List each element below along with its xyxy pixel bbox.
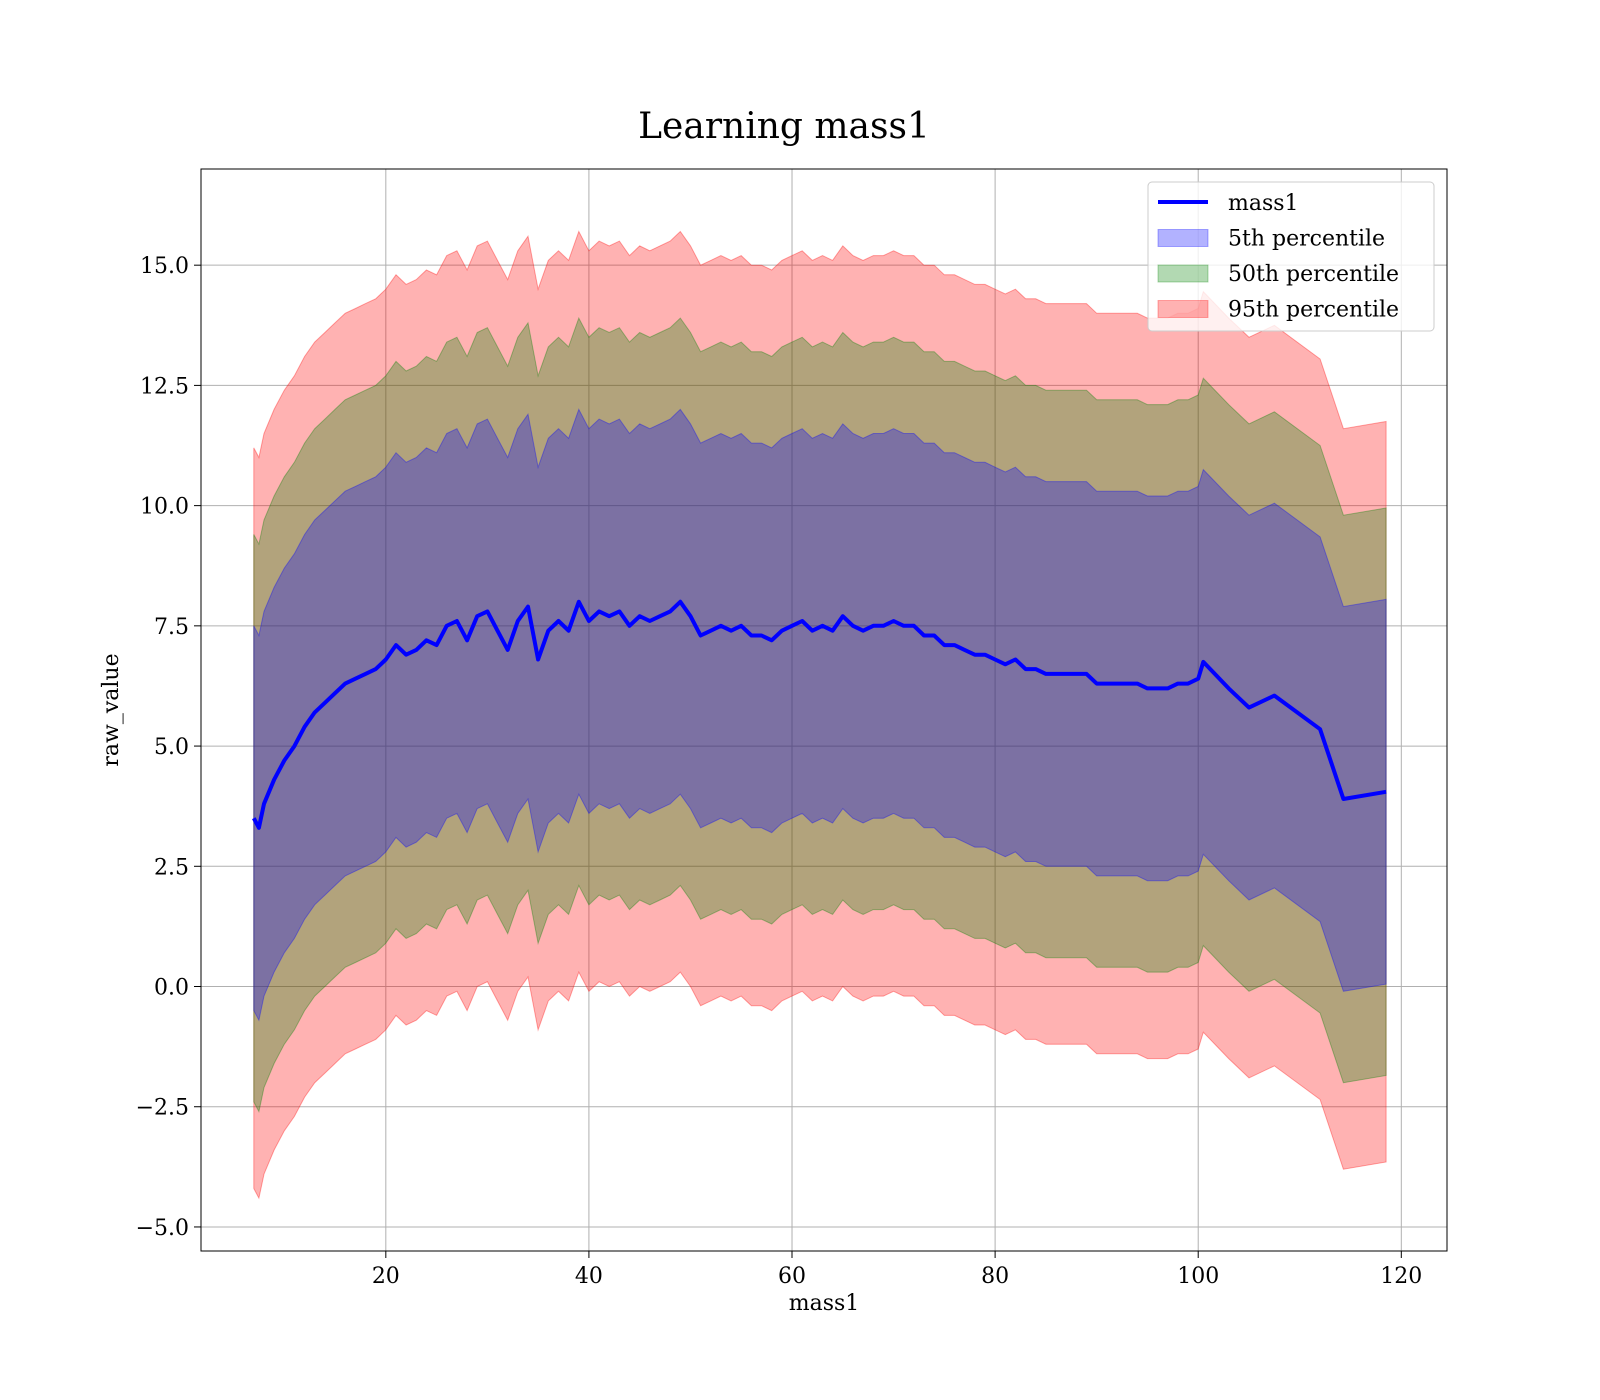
y-tick-label: 15.0 [140,254,189,279]
x-axis-label: mass1 [789,1291,860,1316]
y-tick-label: 7.5 [154,615,189,640]
legend-handle-patch [1157,229,1209,247]
legend: mass1 5th percentile 50th percentile 95th p… [1147,181,1435,332]
legend-label: mass1 [1228,191,1299,216]
y-tick-label: 12.5 [140,374,189,399]
band-5th-percentile [253,408,1387,1022]
chart-title: Learning mass1 [638,106,930,147]
band-50th-percentile [253,316,1387,1113]
y-tick-label: 5.0 [154,735,189,760]
legend-label: 50th percentile [1228,262,1399,287]
legend-box [1147,181,1435,332]
x-tick-label: 120 [1380,1264,1422,1289]
band-95th-percentile [253,230,1387,1200]
y-tick-label: 10.0 [140,495,189,520]
x-tick-label: 100 [1177,1264,1219,1289]
y-axis-label: raw_value [99,653,124,766]
x-tick-label: 40 [575,1264,603,1289]
legend-label: 95th percentile [1228,298,1399,323]
x-tick-label: 80 [981,1264,1009,1289]
y-tick-label: 0.0 [154,976,189,1001]
y-tick-label: −5.0 [136,1216,189,1241]
axes-frame [200,168,1448,1252]
x-tick-label: 20 [372,1264,400,1289]
legend-label: 5th percentile [1228,227,1385,252]
legend-handle-patch [1157,264,1209,283]
series-lines [252,599,1387,830]
grid [201,169,1447,1251]
percentile-bands [253,230,1387,1200]
y-tick-label: −2.5 [136,1096,189,1121]
y-axis-ticks: −5.0 −2.5 0.0 2.5 5.0 7.5 10.0 12.5 15.0 [136,254,201,1241]
legend-handle-patch [1157,300,1209,318]
series-line-mass1 [252,599,1387,830]
x-axis-ticks: 20 40 60 80 100 120 [372,1251,1422,1289]
x-tick-label: 60 [778,1264,806,1289]
y-tick-label: 2.5 [154,855,189,880]
